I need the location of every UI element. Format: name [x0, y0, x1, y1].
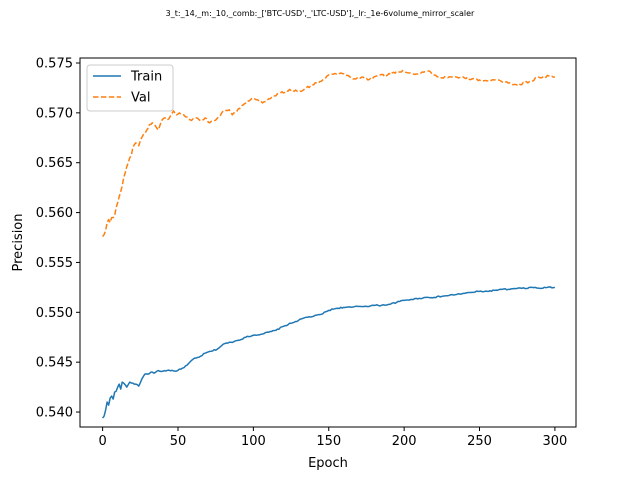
- legend-label-val: Val: [131, 91, 150, 106]
- legend-label-train: Train: [130, 70, 162, 85]
- y-tick-label: 0.570: [36, 106, 73, 121]
- x-tick-label: 150: [316, 434, 341, 449]
- legend: Train Val: [86, 64, 174, 112]
- y-tick-label: 0.560: [36, 206, 73, 221]
- x-tick-label: 0: [98, 434, 106, 449]
- y-axis-label: Precision: [11, 213, 26, 271]
- y-axis: 0.540 0.545 0.550 0.555 0.560 0.565 0.570 0.575: [36, 56, 80, 421]
- series-line-train: [102, 286, 556, 419]
- y-tick-label: 0.545: [36, 356, 73, 371]
- x-tick-label: 250: [467, 434, 492, 449]
- y-tick-label: 0.575: [36, 56, 73, 71]
- axes-frame: [79, 57, 577, 428]
- x-tick-label: 50: [170, 434, 187, 449]
- chart-title: 3_t:_14,_m:_10,_comb:_['BTC-USD',_'LTC-U…: [166, 9, 475, 18]
- y-tick-label: 0.540: [36, 406, 73, 421]
- y-tick-label: 0.555: [36, 256, 73, 271]
- y-tick-label: 0.550: [36, 306, 73, 321]
- x-tick-label: 300: [542, 434, 567, 449]
- x-axis: 0 50 100 150 200 250 300: [98, 427, 567, 449]
- series-line-val: [102, 69, 555, 237]
- x-tick-label: 200: [392, 434, 417, 449]
- series-layer: [102, 69, 556, 419]
- x-axis-label: Epoch: [308, 456, 348, 471]
- y-tick-label: 0.565: [36, 156, 73, 171]
- x-tick-label: 100: [241, 434, 266, 449]
